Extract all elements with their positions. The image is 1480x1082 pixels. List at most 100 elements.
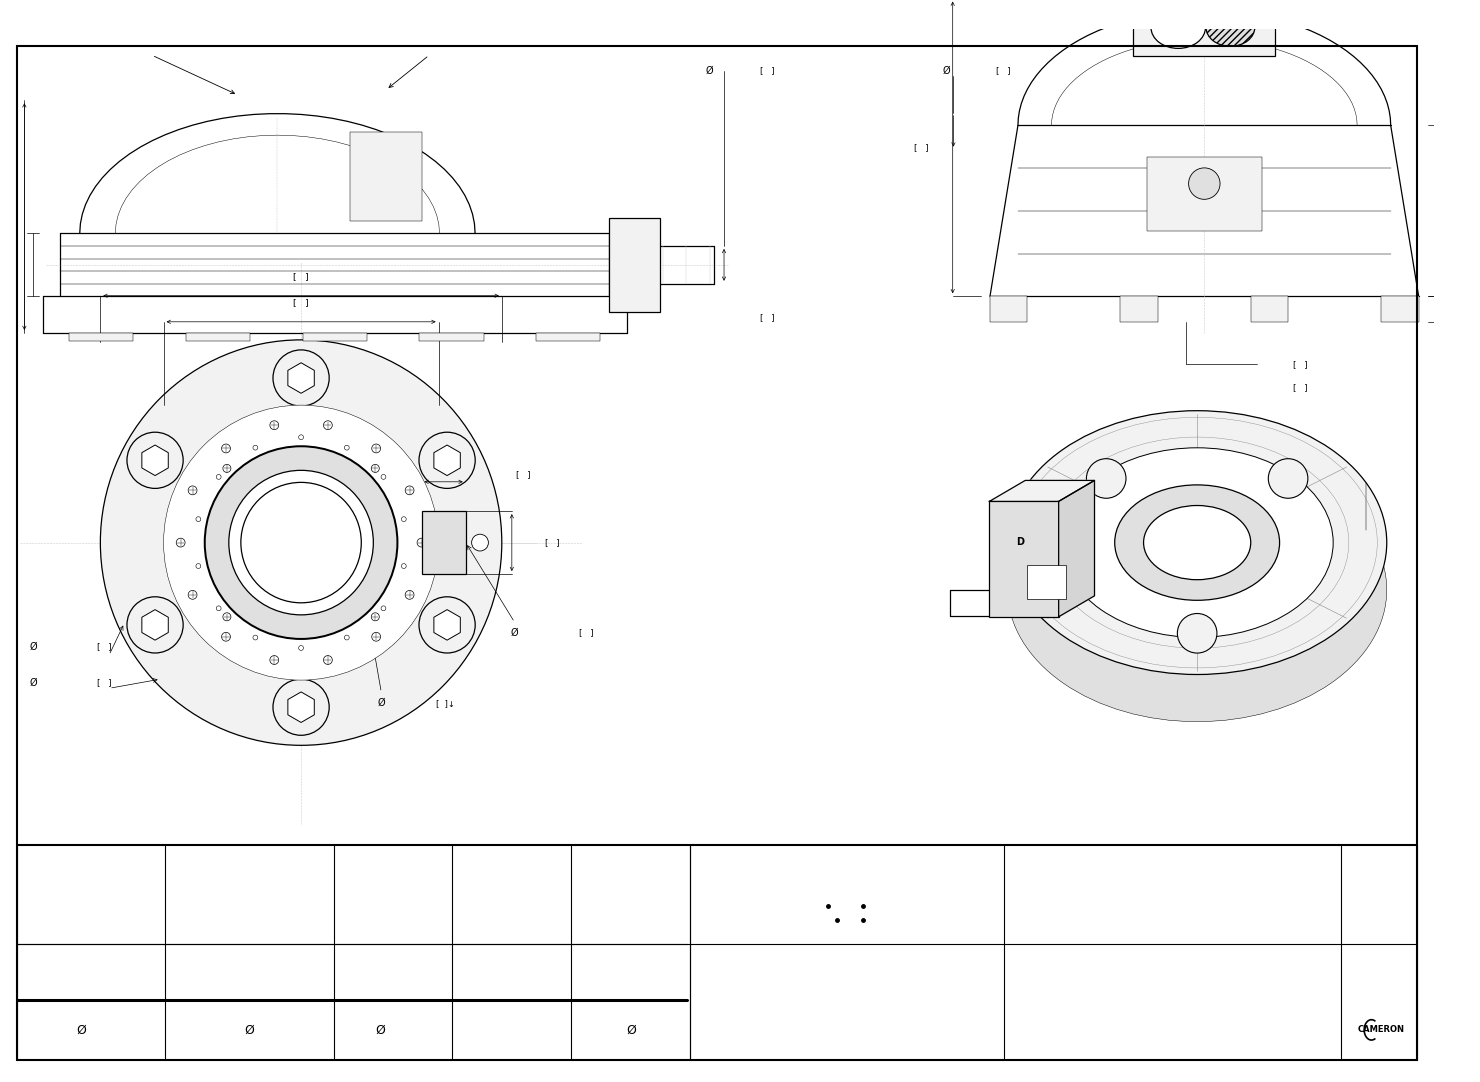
- Text: Ø: Ø: [377, 698, 385, 709]
- Text: Ø: Ø: [943, 66, 950, 76]
- Ellipse shape: [1061, 448, 1333, 637]
- Text: CAMERON: CAMERON: [1357, 1026, 1405, 1034]
- Circle shape: [1086, 459, 1126, 499]
- Circle shape: [406, 591, 414, 599]
- Bar: [186, 333, 250, 341]
- Circle shape: [253, 635, 258, 639]
- Ellipse shape: [1008, 411, 1387, 674]
- Text: Ø: Ø: [30, 678, 37, 688]
- Circle shape: [401, 564, 406, 568]
- Text: [   ]: [ ]: [1294, 383, 1308, 392]
- Polygon shape: [1058, 480, 1095, 617]
- Circle shape: [324, 421, 333, 430]
- Bar: [303, 333, 367, 341]
- Text: [   ]: [ ]: [98, 643, 112, 651]
- Circle shape: [164, 405, 438, 681]
- Text: [   ]: [ ]: [98, 678, 112, 687]
- Circle shape: [1178, 613, 1217, 654]
- Bar: [610, 217, 660, 312]
- Bar: [990, 296, 1027, 322]
- Circle shape: [299, 435, 303, 439]
- Circle shape: [1268, 459, 1308, 499]
- Circle shape: [299, 646, 303, 650]
- Circle shape: [345, 446, 349, 450]
- Text: [   ]: [ ]: [515, 470, 530, 479]
- Circle shape: [195, 517, 201, 522]
- Circle shape: [127, 597, 184, 654]
- Circle shape: [472, 535, 488, 551]
- Text: Ø: Ø: [511, 628, 518, 638]
- Circle shape: [222, 444, 231, 453]
- Text: Ø: Ø: [626, 1024, 636, 1037]
- Text: [  ]↓: [ ]↓: [437, 699, 456, 708]
- Circle shape: [272, 349, 329, 406]
- Circle shape: [371, 632, 380, 642]
- Text: [   ]: [ ]: [545, 538, 559, 547]
- Circle shape: [419, 597, 475, 654]
- Circle shape: [401, 517, 406, 522]
- Circle shape: [371, 444, 380, 453]
- Circle shape: [272, 679, 329, 736]
- Bar: [1381, 296, 1419, 322]
- Bar: [1027, 565, 1066, 599]
- Text: D: D: [1017, 537, 1024, 546]
- Circle shape: [223, 612, 231, 621]
- Circle shape: [241, 483, 361, 603]
- Ellipse shape: [101, 340, 502, 745]
- Circle shape: [371, 464, 379, 473]
- Ellipse shape: [1206, 9, 1255, 47]
- Text: Ø: Ø: [30, 642, 37, 652]
- Circle shape: [345, 635, 349, 639]
- Circle shape: [195, 564, 201, 568]
- Bar: [70, 333, 133, 341]
- Bar: [990, 501, 1058, 617]
- Bar: [1251, 296, 1288, 322]
- Ellipse shape: [1144, 505, 1251, 580]
- Circle shape: [176, 538, 185, 547]
- Circle shape: [253, 446, 258, 450]
- Circle shape: [223, 464, 231, 473]
- Circle shape: [406, 486, 414, 494]
- Circle shape: [222, 632, 231, 642]
- Circle shape: [188, 486, 197, 494]
- Bar: [419, 333, 484, 341]
- Circle shape: [324, 656, 333, 664]
- Bar: [1120, 296, 1157, 322]
- Circle shape: [269, 421, 278, 430]
- Text: Ø: Ø: [706, 66, 713, 76]
- Text: [   ]: [ ]: [293, 273, 309, 281]
- Circle shape: [229, 471, 373, 615]
- Bar: [1134, 0, 1276, 56]
- Text: Ø: Ø: [244, 1024, 255, 1037]
- Circle shape: [127, 432, 184, 488]
- Text: Ø: Ø: [374, 1024, 385, 1037]
- Circle shape: [419, 432, 475, 488]
- Circle shape: [380, 475, 386, 479]
- Text: [   ]: [ ]: [996, 66, 1011, 76]
- Text: [   ]: [ ]: [1294, 360, 1308, 369]
- Ellipse shape: [1008, 458, 1387, 722]
- Polygon shape: [990, 480, 1095, 501]
- Text: [   ]: [ ]: [759, 66, 774, 76]
- Text: [   ]: [ ]: [759, 313, 774, 321]
- Circle shape: [188, 591, 197, 599]
- Circle shape: [216, 606, 221, 610]
- Ellipse shape: [1151, 6, 1206, 49]
- Circle shape: [1196, 0, 1212, 6]
- Circle shape: [269, 656, 278, 664]
- Bar: [422, 511, 466, 575]
- Bar: [536, 333, 601, 341]
- Circle shape: [417, 538, 426, 547]
- Circle shape: [204, 446, 398, 639]
- Circle shape: [380, 606, 386, 610]
- Ellipse shape: [1114, 485, 1280, 601]
- Text: [   ]: [ ]: [293, 299, 309, 307]
- Text: [   ]: [ ]: [579, 629, 593, 637]
- Text: Ø: Ø: [77, 1024, 87, 1037]
- Bar: [351, 132, 422, 222]
- Circle shape: [1188, 168, 1220, 199]
- Circle shape: [371, 612, 379, 621]
- Circle shape: [216, 475, 221, 479]
- Text: [   ]: [ ]: [915, 143, 928, 151]
- Bar: [1147, 157, 1261, 230]
